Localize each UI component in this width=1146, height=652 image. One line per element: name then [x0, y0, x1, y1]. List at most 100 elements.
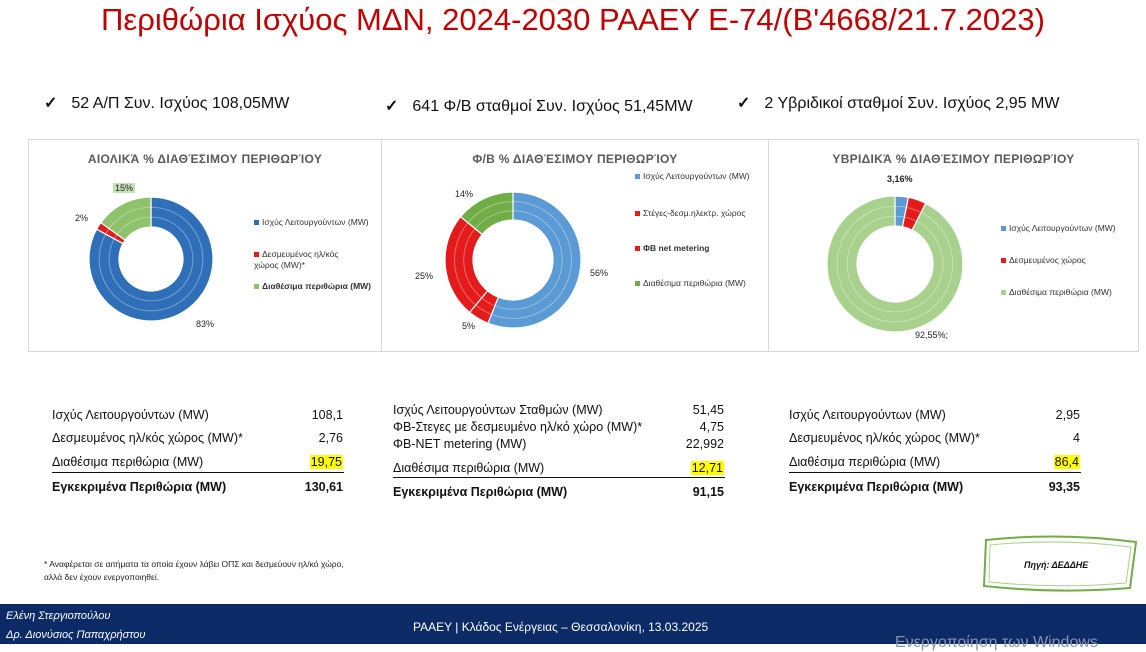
- footnote-line: αλλά δεν έχουν ενεργοποιηθεί.: [44, 572, 160, 582]
- page-title: Περιθώρια Ισχύος ΜΔΝ, 2024-2030 ΡΑΑΕΥ Ε-…: [101, 2, 1045, 37]
- footnote-line: * Αναφέρεται σε αιτήματα τα οποία έχουν …: [44, 559, 344, 569]
- data-label-pv-netmetering: 25%: [415, 271, 434, 281]
- chart-title-hybrid: ΥΒΡΙΔΙΚΆ % ΔΙΑΘΈΣΙΜΟΥ ΠΕΡΙΘΩΡΊΟΥ: [832, 152, 1075, 166]
- legend-item-pv-available: Διαθέσιμα περιθώρια (MW): [635, 278, 746, 288]
- legend-label: Διαθέσιμα περιθώρια (MW): [262, 281, 371, 291]
- summary-pv-text: 641 Φ/Β σταθμοί Συν. Ισχύος 51,45MW: [412, 98, 693, 115]
- legend-item-wind-operating: Ισχύς Λειτουργούντων (MW): [254, 217, 369, 227]
- donut-ring-pv-1: [454, 201, 572, 319]
- summary-hybrid: ✓ 2 Υβριδικοί σταθμοί Συν. Ισχύος 2,95 MW: [737, 93, 1059, 113]
- source-banner: [982, 535, 1138, 592]
- table-row-value: 4,75: [699, 420, 724, 434]
- table-row-label: Διαθέσιμα περιθώρια (MW): [789, 455, 941, 469]
- checkmark-icon: ✓: [385, 98, 399, 115]
- legend-item-pv-operating: Ισχύς Λειτουργούντων (MW): [635, 171, 760, 182]
- windows-activation-watermark: Ενεργοποίηση των Windows: [895, 634, 1098, 651]
- legend-label: Ισχύς Λειτουργούντων (MW): [1009, 223, 1116, 233]
- data-label-pv-rooftops: 5%: [462, 321, 476, 331]
- source-label: Πηγή: ΔΕΔΔΗΕ: [1024, 560, 1089, 570]
- table-row-value: 12,71: [664, 461, 724, 475]
- data-label-wind-reserved: 2%: [75, 213, 89, 223]
- footer-author-1: Ελένη Στεργιοπούλου: [6, 610, 111, 622]
- table-row-label: ΦΒ-Στεγες με δεσμευμένο ηλ/κό χώρο (MW)*: [393, 420, 643, 434]
- data-label-pv-operating: 56%: [590, 268, 609, 278]
- summary-wind: ✓ 52 Α/Π Συν. Ισχύος 108,05MW: [44, 93, 289, 113]
- data-label-wind-available: 15%: [113, 183, 136, 193]
- legend-swatch: [1001, 226, 1006, 232]
- data-label-pv-available: 14%: [455, 189, 474, 199]
- legend-label: Διαθέσιμα περιθώρια (MW): [1009, 287, 1112, 297]
- chart-panel-wind: ΑΙΟΛΙΚΆ % ΔΙΑΘΈΣΙΜΟΥ ΠΕΡΙΘΩΡΊΟΥ 15% 2% 8…: [28, 139, 382, 352]
- chart-panel-pv: Φ/Β % ΔΙΑΘΈΣΙΜΟΥ ΠΕΡΙΘΩΡΊΟΥ 14% 25% 5% 5…: [381, 139, 769, 352]
- table-row-label: Διαθέσιμα περιθώρια (MW): [393, 461, 545, 475]
- legend-swatch: [635, 281, 640, 287]
- donut-chart-hybrid: [826, 195, 964, 333]
- donut-chart-pv: [444, 191, 582, 329]
- table-row-label: Δεσμευμένος ηλ/κός χώρος (MW)*: [52, 431, 243, 445]
- legend-swatch: [254, 284, 259, 290]
- legend-label: ΦΒ net metering: [643, 243, 710, 253]
- legend-swatch: [635, 174, 640, 180]
- legend-label: Ισχύς Λειτουργούντων (MW): [643, 171, 750, 181]
- table-row-label: Ισχύς Λειτουργούντων Σταθμών (MW): [393, 403, 603, 417]
- summary-pv: ✓ 641 Φ/Β σταθμοί Συν. Ισχύος 51,45MW: [385, 96, 693, 116]
- table-divider: [789, 472, 1081, 473]
- legend-swatch: [1001, 290, 1006, 296]
- legend-label: Δεσμευμένος ηλ/κός χώρος (MW)*: [254, 249, 339, 270]
- chart-title-pv: Φ/Β % ΔΙΑΘΈΣΙΜΟΥ ΠΕΡΙΘΩΡΊΟΥ: [472, 152, 678, 166]
- legend-swatch: [1001, 258, 1006, 264]
- data-label-hybrid-available: 92,55%;: [915, 330, 949, 340]
- legend-item-pv-netmetering: ΦΒ net metering: [635, 243, 710, 253]
- legend-item-pv-rooftops: Στέγες-δεσμ.ηλεκτρ. χώρος: [635, 208, 745, 218]
- table-total-value: 91,15: [692, 485, 724, 499]
- table-row-value: 2,95: [1055, 408, 1080, 422]
- donut-chart-wind: [88, 196, 214, 322]
- legend-item-wind-reserved: Δεσμευμένος ηλ/κός χώρος (MW)*: [254, 249, 364, 271]
- legend-item-wind-available: Διαθέσιμα περιθώρια (MW): [254, 281, 371, 291]
- table-row-value: 51,45: [692, 403, 724, 417]
- legend-swatch: [635, 211, 640, 217]
- table-row-value: 4: [1073, 431, 1080, 445]
- table-row-value: 19,75: [283, 455, 343, 469]
- legend-item-hybrid-operating: Ισχύς Λειτουργούντων (MW): [1001, 223, 1116, 233]
- highlighted-value: 19,75: [309, 455, 343, 469]
- donut-slice-pv-0: [487, 191, 582, 329]
- donut-slice-pv-3: [459, 191, 514, 236]
- footer-author-2: Δρ. Διονύσιος Παπαχρήστου: [6, 629, 146, 641]
- footer-bar: Ελένη Στεργιοπούλου Δρ. Διονύσιος Παπαχρ…: [0, 604, 1146, 651]
- table-total-value: 130,61: [304, 480, 343, 494]
- legend-label: Στέγες-δεσμ.ηλεκτρ. χώρος: [643, 208, 746, 218]
- donut-ring-wind-1: [98, 206, 204, 312]
- table-divider: [52, 472, 344, 473]
- table-row-label: Ισχύς Λειτουργούντων (MW): [52, 408, 209, 422]
- footnote: * Αναφέρεται σε αιτήματα τα οποία έχουν …: [44, 558, 344, 584]
- table-total-label: Εγκεκριμένα Περιθώρια (MW): [789, 480, 964, 494]
- legend-swatch: [254, 220, 259, 226]
- table-row-label: Ισχύς Λειτουργούντων (MW): [789, 408, 946, 422]
- legend-label: Δεσμευμένος χώρος: [1009, 255, 1086, 265]
- table-divider: [393, 477, 725, 478]
- legend-label: Διαθέσιμα περιθώρια (MW): [643, 278, 746, 288]
- data-label-wind-operating: 83%: [196, 319, 215, 329]
- data-label-hybrid-operating: 3,16%: [887, 174, 913, 184]
- checkmark-icon: ✓: [44, 95, 58, 112]
- legend-swatch: [635, 246, 640, 252]
- donut-slice-wind-2: [100, 196, 152, 242]
- donut-slice-wind-0: [88, 196, 214, 322]
- table-row-value: 22,992: [685, 437, 724, 451]
- donut-ring-pv-0: [463, 210, 563, 310]
- summary-wind-text: 52 Α/Π Συν. Ισχύος 108,05MW: [71, 95, 290, 112]
- donut-slice-hybrid-2: [826, 195, 964, 333]
- table-total-label: Εγκεκριμένα Περιθώρια (MW): [393, 485, 568, 499]
- donut-ring-wind-0: [108, 216, 194, 302]
- table-row-label: ΦΒ-ΝΕΤ metering (MW): [393, 437, 527, 451]
- checkmark-icon: ✓: [737, 95, 751, 112]
- legend-item-hybrid-reserved: Δεσμευμένος χώρος: [1001, 255, 1086, 265]
- highlighted-value: 12,71: [690, 461, 724, 475]
- chart-panel-hybrid: ΥΒΡΙΔΙΚΆ % ΔΙΑΘΈΣΙΜΟΥ ΠΕΡΙΘΩΡΊΟΥ 3,16% 9…: [768, 139, 1139, 352]
- legend-item-hybrid-available: Διαθέσιμα περιθώρια (MW): [1001, 287, 1112, 297]
- table-row-value: 108,1: [311, 408, 343, 422]
- chart-title-wind: ΑΙΟΛΙΚΆ % ΔΙΑΘΈΣΙΜΟΥ ΠΕΡΙΘΩΡΊΟΥ: [87, 152, 323, 166]
- highlighted-value: 86,4: [1053, 455, 1080, 469]
- footer-center-text: ΡΑΑΕΥ | Κλάδος Ενέργειας – Θεσσαλονίκη, …: [413, 620, 709, 634]
